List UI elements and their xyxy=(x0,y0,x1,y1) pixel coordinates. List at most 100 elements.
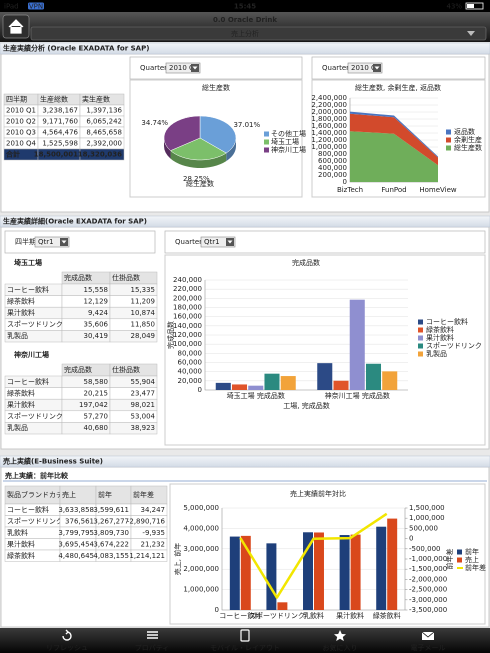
plant-title: 神奈川工場 xyxy=(14,350,49,359)
legend-swatch xyxy=(446,129,451,135)
prompt-box xyxy=(164,230,486,254)
table-text: 28,049 xyxy=(131,332,156,340)
section-header xyxy=(0,42,490,55)
y2-tick-label: -2,500,000 xyxy=(409,586,447,594)
bar xyxy=(376,526,387,610)
y2-tick-label: 1,500,000 xyxy=(409,504,445,512)
y2-tick-label: 1,000,000 xyxy=(409,514,445,522)
y-tick-label: 1,200,000 xyxy=(311,136,347,144)
table-text: 1,397,136 xyxy=(86,107,122,115)
x-tick-label: 埼玉工場 完成品数 xyxy=(227,391,285,400)
bar xyxy=(229,536,240,610)
email-icon xyxy=(422,632,434,640)
bar xyxy=(333,380,349,390)
legend-label: スポーツドリンク xyxy=(426,342,482,350)
y-tick-label: 2,000,000 xyxy=(311,108,347,116)
table-text: スポーツドリンク xyxy=(7,413,63,421)
table-text: 4,480,645 xyxy=(58,552,94,560)
table-text: 3,695,454 xyxy=(58,540,94,548)
table-text: 緑茶飲料 xyxy=(7,296,35,305)
table-text: 15,335 xyxy=(131,286,156,294)
table-text: 果汁飲料 xyxy=(7,400,35,409)
column-header: 前年 xyxy=(98,490,112,499)
home-button[interactable] xyxy=(2,14,30,39)
section-header xyxy=(0,455,490,468)
legend-swatch xyxy=(264,147,269,153)
table-text: 2010 Q1 xyxy=(6,107,36,115)
mobile-icon xyxy=(240,629,250,642)
table-text: 3,799,795 xyxy=(58,529,94,537)
x-axis-label: 工場, 完成品数 xyxy=(283,401,329,410)
prompt-box xyxy=(311,56,486,80)
y-tick-label: 2,200,000 xyxy=(311,101,347,109)
bar xyxy=(277,602,288,610)
y2-tick-label: -3,500,000 xyxy=(409,606,447,614)
page-selector[interactable] xyxy=(30,26,487,41)
legend-swatch xyxy=(446,137,451,143)
y-tick-label: 4,000,000 xyxy=(183,524,219,532)
bar xyxy=(387,518,398,610)
column-header: 仕掛品数 xyxy=(112,365,140,374)
y-tick-label: 180,000 xyxy=(173,304,202,312)
table-text: 2010 Q2 xyxy=(6,118,36,126)
status-bar xyxy=(0,0,490,12)
prompt-select[interactable] xyxy=(200,236,236,248)
data-label: 34.74% xyxy=(141,119,168,127)
chart-title: 総生産数 xyxy=(202,83,230,92)
table-text: 2,392,000 xyxy=(86,140,122,148)
bar xyxy=(231,384,248,390)
table-text: スポーツドリンク xyxy=(7,517,63,525)
x-tick-label: 乳飲料 xyxy=(303,611,324,620)
table-text: 3,674,222 xyxy=(93,540,129,548)
legend-swatch xyxy=(418,319,423,325)
prompt-select[interactable] xyxy=(34,236,70,248)
y-tick-label: 20,000 xyxy=(178,377,203,385)
vpn-label: VPN xyxy=(29,3,43,11)
prompt-select[interactable] xyxy=(347,62,383,74)
bar xyxy=(314,532,324,610)
table-text: 34,247 xyxy=(141,506,166,514)
prompt-box xyxy=(4,230,156,254)
y2-tick-label: -1,500,000 xyxy=(409,565,447,573)
table-text: 11,850 xyxy=(131,321,156,329)
battery-percent: 43% xyxy=(446,3,462,11)
page-title: 売上分析 xyxy=(231,29,259,38)
column-header: 前年差 xyxy=(133,490,154,499)
table-text: 2010 Q3 xyxy=(6,129,36,137)
prompt-label: Quarter xyxy=(175,238,202,246)
table-text: 23,477 xyxy=(131,389,156,397)
table-text: 3,809,730 xyxy=(93,529,129,537)
prompt-select[interactable] xyxy=(165,62,201,74)
toolbar-item[interactable]: プロパティ xyxy=(135,644,170,652)
table-text: 2010 Q4 xyxy=(6,140,37,148)
table-text: 20,215 xyxy=(84,389,109,397)
table-text: 58,580 xyxy=(84,378,109,386)
bar xyxy=(339,535,350,610)
table-text: 35,606 xyxy=(84,321,109,329)
toolbar-item[interactable]: リフレッシュ xyxy=(46,644,88,652)
y-tick-label: 2,000,000 xyxy=(183,565,219,573)
select-arrow xyxy=(374,66,380,70)
table-text: コーヒー飲料 xyxy=(7,505,49,514)
x-tick-label: 緑茶飲料 xyxy=(373,611,401,620)
y-tick-label: 120,000 xyxy=(173,331,202,339)
toolbar-item[interactable]: 電子メール xyxy=(411,644,446,652)
table-text: 57,270 xyxy=(84,413,109,421)
legend-swatch xyxy=(418,351,423,357)
legend-label: 緑茶飲料 xyxy=(426,325,454,334)
chart-caption: 総生産数 xyxy=(186,179,214,188)
toolbar-item[interactable]: モバイル・レイアウト xyxy=(210,644,280,652)
y2-tick-label: -500,000 xyxy=(409,545,440,553)
battery-level xyxy=(467,4,474,8)
toolbar-item[interactable]: お気に入り xyxy=(323,643,358,652)
legend-label: 神奈川工場 xyxy=(271,145,306,154)
bar xyxy=(303,532,313,610)
table-text: 197,042 xyxy=(79,401,108,409)
y-axis-label: 売上, 前年 xyxy=(173,543,182,575)
legend-swatch xyxy=(457,557,462,563)
y-tick-label: 1,000,000 xyxy=(183,586,219,594)
y-tick-label: 200,000 xyxy=(173,294,202,302)
vpn-badge xyxy=(28,2,44,10)
chart-title: 総生産数, 余剰生産, 返品数 xyxy=(355,83,441,92)
